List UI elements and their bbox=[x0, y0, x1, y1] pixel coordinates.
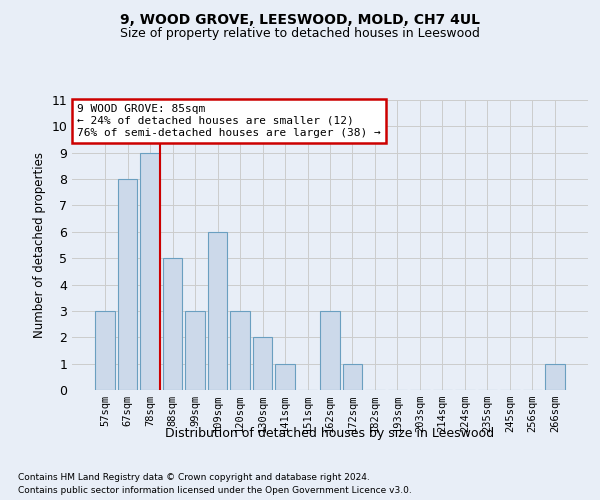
Bar bbox=[343, 364, 362, 390]
Text: Contains HM Land Registry data © Crown copyright and database right 2024.: Contains HM Land Registry data © Crown c… bbox=[18, 472, 370, 482]
Text: Size of property relative to detached houses in Leeswood: Size of property relative to detached ho… bbox=[120, 28, 480, 40]
Text: 9, WOOD GROVE, LEESWOOD, MOLD, CH7 4UL: 9, WOOD GROVE, LEESWOOD, MOLD, CH7 4UL bbox=[120, 12, 480, 26]
Bar bbox=[275, 364, 295, 390]
Bar bbox=[118, 179, 137, 390]
Bar bbox=[208, 232, 227, 390]
Y-axis label: Number of detached properties: Number of detached properties bbox=[33, 152, 46, 338]
Bar bbox=[95, 311, 115, 390]
Bar bbox=[185, 311, 205, 390]
Text: 9 WOOD GROVE: 85sqm
← 24% of detached houses are smaller (12)
76% of semi-detach: 9 WOOD GROVE: 85sqm ← 24% of detached ho… bbox=[77, 104, 381, 138]
Text: Contains public sector information licensed under the Open Government Licence v3: Contains public sector information licen… bbox=[18, 486, 412, 495]
Bar bbox=[320, 311, 340, 390]
Bar bbox=[140, 152, 160, 390]
Bar bbox=[163, 258, 182, 390]
Bar bbox=[253, 338, 272, 390]
Text: Distribution of detached houses by size in Leeswood: Distribution of detached houses by size … bbox=[166, 428, 494, 440]
Bar bbox=[230, 311, 250, 390]
Bar bbox=[545, 364, 565, 390]
